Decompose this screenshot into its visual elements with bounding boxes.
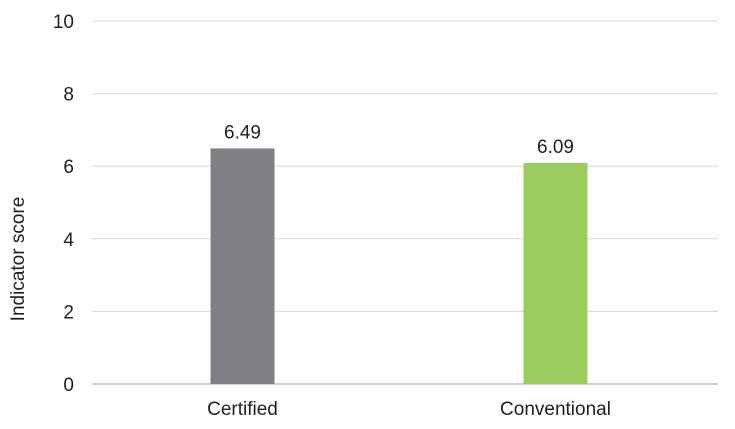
y-axis-ticks: 0 2 4 6 8 10 (53, 12, 75, 396)
x-tick-label: Certified (207, 399, 278, 420)
y-tick-label: 10 (53, 12, 74, 33)
x-tick-label: Conventional (500, 399, 611, 420)
y-tick-label: 4 (63, 230, 74, 251)
bars (210, 148, 588, 384)
gridlines (92, 20, 718, 385)
y-tick-label: 2 (63, 302, 74, 323)
y-tick-label: 0 (63, 375, 74, 396)
bar-certified (210, 148, 275, 384)
data-label: 6.09 (537, 137, 574, 158)
y-axis-title: Indicator score (8, 197, 29, 322)
y-tick-label: 6 (63, 157, 74, 178)
data-label: 6.49 (224, 122, 261, 143)
y-tick-label: 8 (63, 85, 74, 106)
bar-conventional (523, 162, 588, 384)
data-labels: 6.49 6.09 (224, 122, 574, 158)
x-axis-ticks: Certified Conventional (207, 399, 611, 420)
